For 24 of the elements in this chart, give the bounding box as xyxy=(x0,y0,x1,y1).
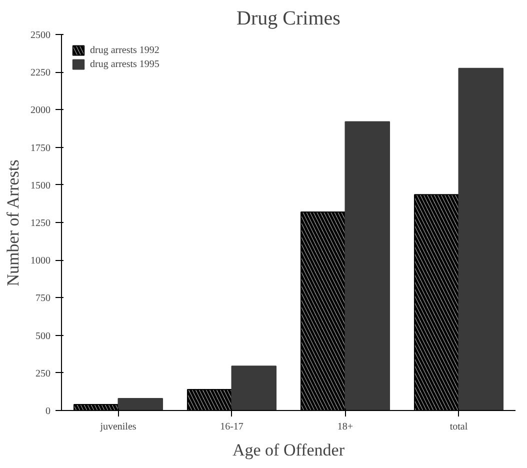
x-axis-title: Age of Offender xyxy=(232,440,345,460)
y-axis-title: Number of Arrests xyxy=(4,160,22,286)
y-tick-label: 1750 xyxy=(30,142,50,154)
y-tick-label: 1250 xyxy=(30,218,50,229)
x-tick-label: juveniles xyxy=(99,422,136,432)
x-tick-label: 18+ xyxy=(337,422,354,432)
y-tick-label: 0 xyxy=(46,406,50,417)
y-tick-label: 1000 xyxy=(30,256,50,267)
legend-label: drug arrests 1992 xyxy=(90,44,160,56)
y-tick-label: 750 xyxy=(36,293,50,304)
bar xyxy=(231,366,277,410)
bar xyxy=(344,121,390,410)
y-tick-label: 2000 xyxy=(30,105,50,116)
chart-title: Drug Crimes xyxy=(236,8,341,30)
x-tick-label: total xyxy=(450,422,468,432)
y-tick-label: 250 xyxy=(36,368,50,380)
legend-label: drug arrests 1995 xyxy=(90,58,160,70)
y-tick-label: 500 xyxy=(36,330,50,342)
y-tick-label: 1500 xyxy=(30,180,50,192)
y-tick-label: 2500 xyxy=(30,30,50,41)
y-tick-label: 2250 xyxy=(30,68,50,79)
bar xyxy=(118,398,164,410)
x-tick-label: 16-17 xyxy=(220,422,244,432)
bar xyxy=(458,68,504,410)
